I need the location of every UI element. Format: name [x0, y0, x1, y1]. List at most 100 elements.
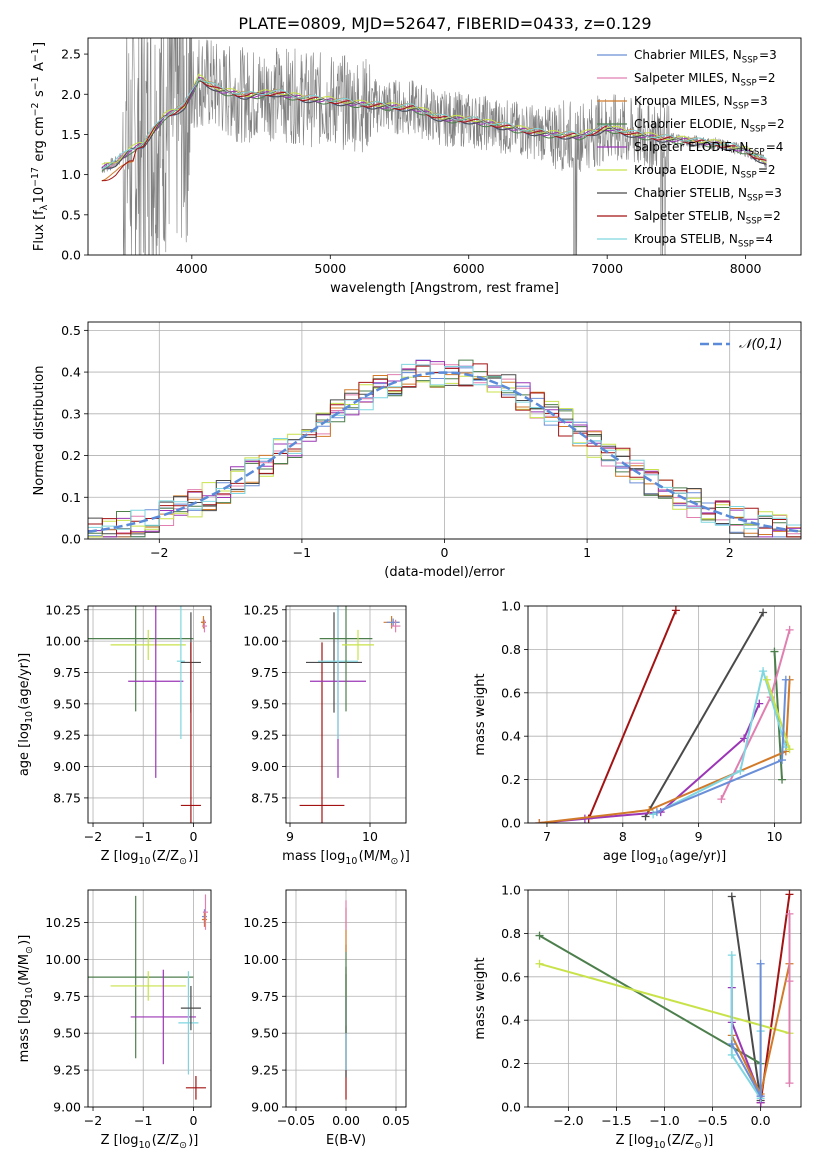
y-tick-label: 1.0 [501, 599, 521, 614]
x-tick-label: 1 [583, 545, 591, 560]
plus-marker [770, 647, 779, 656]
y-tick-label: 9.00 [251, 1100, 279, 1115]
legend-label: 𝒩(0,1) [739, 337, 782, 352]
y-tick-label: 9.50 [251, 1026, 279, 1041]
plot-area [535, 890, 794, 1107]
plus-marker [756, 959, 765, 968]
y-tick-label: 0.0 [501, 816, 521, 831]
y-tick-label: 2.5 [61, 47, 81, 62]
axes-frame [87, 321, 802, 540]
axes-z-vs-age: −2 −1 0 8.75 9.00 9.25 9.50 9.75 10.00 10.25 Z [lo… [17, 602, 212, 867]
x-tick-label: 8 [619, 829, 627, 844]
y-tick-label: 0.3 [61, 406, 81, 421]
legend-label: Chabrier STELIB, NSSP =3 [634, 186, 782, 204]
mass-weight-line [730, 896, 762, 1101]
plus-marker [785, 890, 794, 899]
y-tick-label: 9.50 [53, 696, 81, 711]
plus-marker [778, 775, 787, 784]
x-axis-label: wavelength [Angstrom, rest frame] [330, 281, 559, 296]
x-tick-label: −1 [134, 829, 152, 844]
mass-weight-line [539, 962, 790, 1035]
axes-z-vs-mass: −2 −1 0 9.00 9.25 9.50 9.75 10.00 10.25 Z [log10 … [17, 889, 212, 1151]
x-axis-label: mass [log10 (M/M⊙ )] [282, 849, 410, 867]
x-tick-label: 6000 [453, 261, 485, 276]
plus-marker [727, 1040, 736, 1049]
y-tick-label: 9.75 [251, 665, 279, 680]
plus-marker [759, 608, 768, 617]
y-tick-label: 8.75 [53, 790, 81, 805]
y-tick-label: 0.4 [61, 365, 81, 380]
x-axis-label: Z [log10 (Z/Z⊙ )] [101, 849, 199, 867]
x-tick-label: 10 [362, 829, 378, 844]
legend-label: Kroupa MILES, NSSP =3 [634, 94, 768, 112]
y-tick-label: 9.25 [53, 1063, 81, 1078]
y-tick-label: 9.25 [53, 728, 81, 743]
x-tick-label: 8000 [730, 261, 762, 276]
axes-frame [87, 605, 212, 824]
y-axis-label: Normed distribution [32, 366, 47, 496]
residual-histogram-step [88, 360, 801, 538]
axes-frame [285, 889, 407, 1108]
plus-marker [717, 795, 726, 804]
model-spectrum-line [101, 77, 767, 182]
mass-weight-line [652, 667, 787, 816]
y-tick-label: 1.0 [501, 883, 521, 898]
y-axis-label: mass [log10 (M/M⊙ )] [17, 935, 35, 1063]
y-tick-label: 10.25 [45, 602, 81, 617]
y-tick-label: 0.1 [61, 490, 81, 505]
legend-label: Salpeter ELODIE, NSSP =4 [634, 140, 783, 158]
axes-residual-histogram: −2 −1 0 1 2 0.0 0.1 0.2 0.3 0.4 0.5 (data-model)/er… [32, 321, 802, 580]
y-tick-label: 0.8 [501, 926, 521, 941]
axes-spectrum: 4000 5000 6000 7000 8000 0.0 0.5 1.0 1.5 2.0 2.5 wa… [30, 37, 802, 296]
y-tick-label: 0.8 [501, 642, 521, 657]
y-tick-label: 9.00 [251, 759, 279, 774]
y-tick-label: 10.00 [45, 952, 81, 967]
x-tick-label: 7000 [591, 261, 623, 276]
residual-histogram-step [88, 363, 801, 530]
y-tick-label: 9.50 [251, 696, 279, 711]
x-tick-label: 0.0 [751, 1113, 771, 1128]
x-tick-label: −1 [134, 1113, 152, 1128]
plus-marker [736, 766, 745, 775]
x-tick-label: 0 [441, 545, 449, 560]
legend-label: Chabrier ELODIE, NSSP =2 [634, 117, 785, 135]
mass-weight-line [587, 609, 677, 820]
x-tick-label: −2 [84, 829, 102, 844]
x-tick-label: 0.05 [382, 1113, 410, 1128]
plus-marker [756, 1092, 765, 1101]
y-tick-label: 0.2 [501, 772, 521, 787]
mass-weight-line [539, 703, 761, 823]
x-tick-label: 0 [189, 1113, 197, 1128]
x-tick-label: 0.00 [332, 1113, 360, 1128]
y-tick-label: 10.25 [243, 915, 279, 930]
y-tick-label: 9.00 [53, 1100, 81, 1115]
y-tick-label: 10.25 [45, 915, 81, 930]
y-tick-label: 0.2 [501, 1056, 521, 1071]
axes-frame [527, 889, 802, 1108]
plus-marker [727, 1050, 736, 1059]
plus-marker [727, 951, 736, 960]
y-tick-label: 10.00 [243, 952, 279, 967]
plot-area [299, 606, 401, 823]
plus-marker [645, 805, 654, 814]
y-tick-label: 10.00 [243, 634, 279, 649]
legend-label: Kroupa ELODIE, NSSP =2 [634, 163, 776, 181]
x-tick-label: −1 [293, 545, 311, 560]
plus-marker [671, 606, 680, 615]
x-axis-label: Z [log10 (Z/Z⊙ )] [101, 1133, 199, 1151]
x-tick-label: 10 [767, 829, 783, 844]
plus-marker [785, 745, 794, 754]
plus-marker [652, 808, 661, 817]
x-tick-label: −0.05 [277, 1113, 315, 1128]
y-axis-label: Flux [fλ 10−17 erg cm−2 s−1 A−1 ] [30, 42, 50, 251]
y-tick-label: 9.50 [53, 1026, 81, 1041]
plus-marker [535, 819, 544, 823]
mass-weight-line [644, 612, 764, 817]
x-tick-label: 9 [286, 829, 294, 844]
x-tick-label: 7 [543, 829, 551, 844]
plot-area [101, 38, 767, 255]
axes-z-vs-weight: −2.0 −1.5 −1.0 −0.5 0.0 0.0 0.2 0.4 0.6 0.8 1.0 Z [… [473, 883, 802, 1151]
y-tick-label: 9.25 [251, 728, 279, 743]
plot-area [88, 359, 801, 538]
